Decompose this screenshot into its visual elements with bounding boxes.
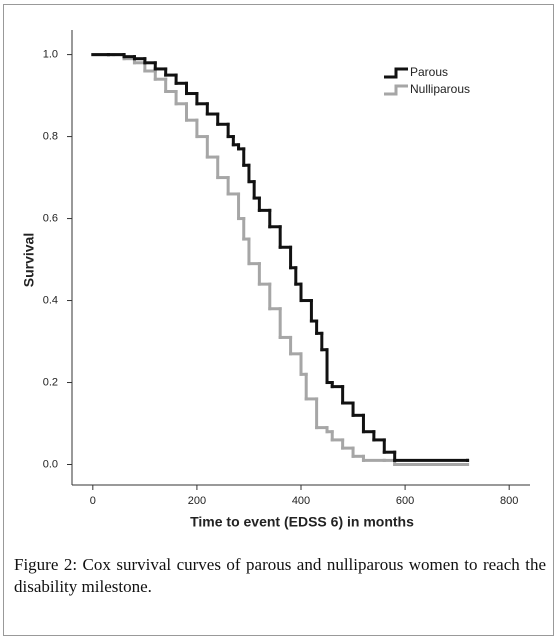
y-axis-label: Survival — [21, 233, 37, 287]
y-tick-label: 1.0 — [43, 49, 58, 61]
y-tick-label: 0.8 — [43, 130, 58, 142]
legend-swatch — [384, 84, 408, 96]
x-tick-label: 600 — [396, 495, 414, 507]
x-tick-label: 200 — [188, 495, 206, 507]
legend-label: Nulliparous — [410, 82, 470, 96]
figure-frame — [3, 4, 554, 636]
legend-label: Parous — [410, 65, 448, 79]
y-tick-label: 0.0 — [43, 458, 58, 470]
x-tick-label: 0 — [90, 495, 96, 507]
y-tick-label: 0.4 — [43, 294, 58, 306]
chart: Survival Time to event (EDSS 6) in month… — [21, 30, 530, 530]
y-tick-label: 0.6 — [43, 212, 58, 224]
caption: Figure 2: Cox survival curves of parous … — [14, 555, 546, 596]
x-tick-label: 400 — [292, 495, 310, 507]
x-tick-label: 800 — [500, 495, 518, 507]
y-tick-label: 0.2 — [43, 376, 58, 388]
x-axis-label: Time to event (EDSS 6) in months — [190, 514, 414, 530]
legend-swatch — [384, 67, 408, 79]
